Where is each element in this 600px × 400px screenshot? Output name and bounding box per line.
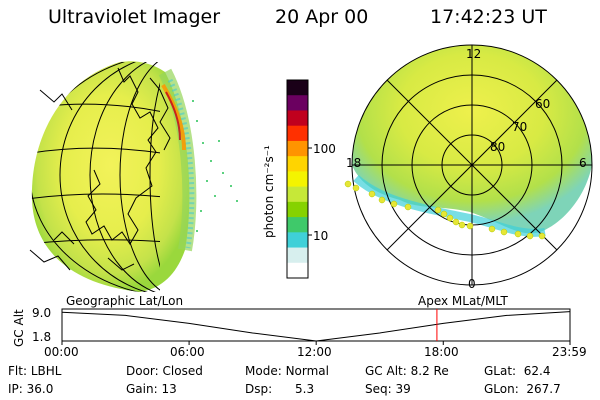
- timeline-axis-title: GC Alt: [12, 309, 26, 347]
- colorbar-segment: [287, 186, 308, 203]
- status-door: Door: Closed: [126, 364, 203, 378]
- continent-outlines: [29, 67, 171, 271]
- mlt-label-12: 12: [466, 47, 482, 61]
- geographic-caption: Geographic Lat/Lon: [66, 294, 184, 308]
- mlt-label-0: 0: [468, 277, 476, 291]
- colorbar-segment: [287, 247, 308, 264]
- colorbar: [286, 79, 312, 279]
- apex-caption: Apex MLat/MLT: [418, 294, 508, 308]
- timeline-xtick-0: 00:00: [44, 345, 79, 359]
- colorbar-segment: [287, 110, 308, 127]
- altitude-timeline: [61, 308, 571, 345]
- status-gain: Gain: 13: [126, 382, 177, 396]
- geographic-globe-image: [29, 61, 238, 292]
- status-mode: Mode: Normal: [245, 364, 329, 378]
- colorbar-segment: [287, 95, 308, 111]
- status-filter: Flt: LBHL: [8, 364, 62, 378]
- colorbar-frame: [286, 79, 309, 279]
- colorbar-tick-10: 10: [313, 229, 329, 243]
- timeline-xtick-4: 23:59: [552, 345, 587, 359]
- colorbar-segment: [287, 156, 308, 172]
- status-glat: GLat: 62.4: [484, 364, 551, 378]
- polar-grid: [351, 44, 593, 286]
- timeline-ytick-high: 9.0: [32, 306, 52, 320]
- colorbar-segment: [287, 217, 308, 233]
- colorbar-segment: [287, 201, 308, 218]
- timeline-ytick-low: 1.8: [32, 330, 52, 344]
- colorbar-segment: [287, 171, 308, 188]
- colorbar-segment: [287, 232, 308, 249]
- colorbar-segment: [287, 140, 308, 157]
- page-title: Ultraviolet Imager: [48, 6, 221, 28]
- polar-mlat-mlt-plot: [344, 44, 593, 286]
- colorbar-tick-100: 100: [313, 142, 336, 156]
- mlt-label-6: 6: [579, 156, 587, 170]
- status-seq: Seq: 39: [365, 382, 411, 396]
- colorbar-segment: [287, 80, 308, 96]
- header-time: 17:42:23 UT: [430, 6, 547, 28]
- timeline-xtick-2: 12:00: [297, 345, 332, 359]
- colorbar-segment: [287, 125, 308, 142]
- mlat-label-60: 60: [535, 97, 551, 111]
- status-dsp: Dsp: 5.3: [245, 382, 315, 396]
- status-gc-alt: GC Alt: 8.2 Re: [365, 364, 449, 378]
- colorbar-unit-label: photon cm⁻²s⁻¹: [262, 145, 276, 238]
- colorbar-segment: [287, 262, 308, 279]
- timeline-xtick-1: 06:00: [170, 345, 205, 359]
- status-glon: GLon: 267.7: [484, 382, 561, 396]
- mlat-label-70: 70: [512, 120, 528, 134]
- mlt-label-18: 18: [346, 156, 362, 170]
- auroral-dots: [344, 180, 546, 240]
- mlat-label-80: 80: [490, 140, 506, 154]
- timeline-xtick-3: 18:00: [424, 345, 459, 359]
- header-date: 20 Apr 00: [275, 6, 369, 28]
- status-ip: IP: 36.0: [8, 382, 54, 396]
- limb-glow-pixels: [192, 100, 238, 232]
